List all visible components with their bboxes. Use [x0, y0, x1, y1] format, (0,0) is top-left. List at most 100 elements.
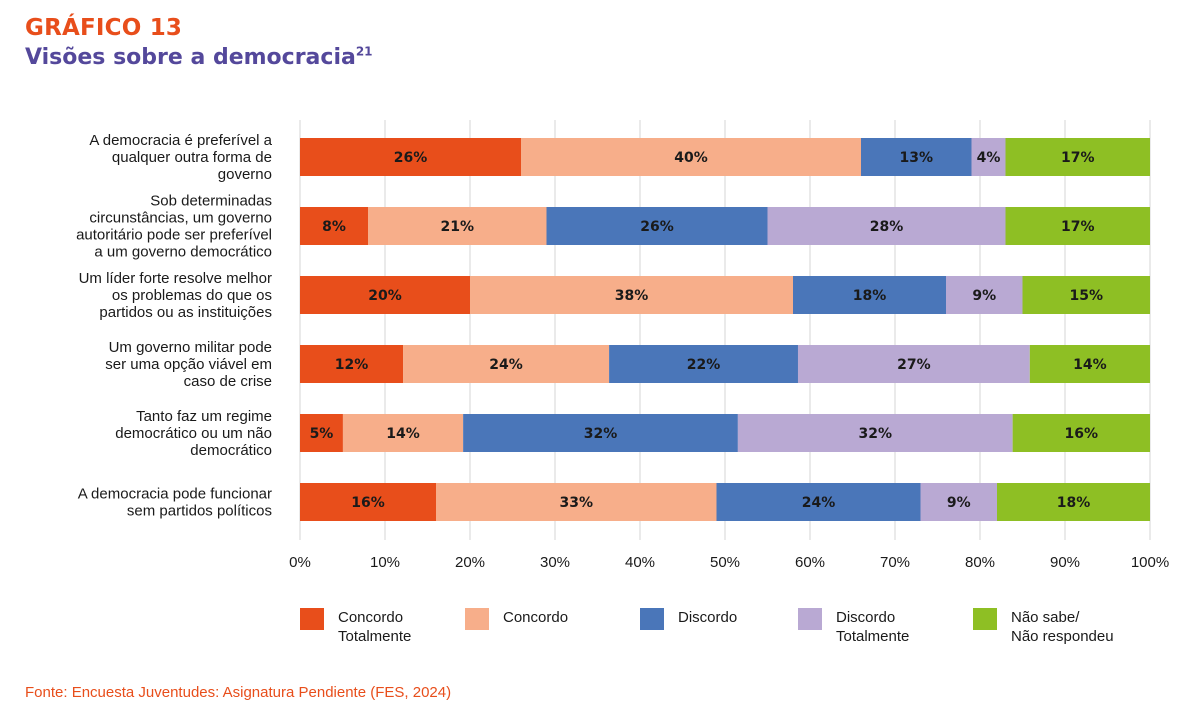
value-label: 32% — [858, 426, 892, 442]
chart-title-text: Visões sobre a democracia — [25, 45, 356, 70]
value-label: 24% — [802, 495, 836, 511]
legend-swatch — [640, 608, 664, 630]
value-label: 17% — [1061, 150, 1095, 166]
bar-row: 8% 21% 26% 28% 17% — [300, 207, 1150, 245]
x-tick-label: 50% — [710, 554, 740, 571]
category-label: A democracia pode funcionar sem partidos … — [78, 486, 272, 520]
bar-segment — [971, 138, 1006, 176]
legend-swatch — [300, 608, 324, 630]
bar-segment — [342, 414, 464, 452]
x-tick-label: 20% — [455, 554, 485, 571]
bar-segment — [920, 483, 997, 521]
category-label: Sob determinadas circunstâncias, um gover… — [76, 193, 272, 261]
bar-segment — [403, 345, 610, 383]
bar-segment — [470, 276, 793, 314]
bar-segment — [767, 207, 1006, 245]
value-label: 18% — [1057, 495, 1091, 511]
bar-row: 5% 14% 32% 32% 16% — [300, 414, 1150, 452]
value-label: 40% — [674, 150, 708, 166]
bar-segment — [861, 138, 972, 176]
chart-title: Visões sobre a democracia21 — [25, 45, 373, 70]
legend-item: Concordo Totalmente — [300, 608, 411, 646]
x-tick-label: 90% — [1050, 554, 1080, 571]
bar-segment — [546, 207, 768, 245]
x-tick-label: 60% — [795, 554, 825, 571]
bar-segment — [1005, 138, 1150, 176]
x-tick-label: 10% — [370, 554, 400, 571]
bar-segment — [463, 414, 738, 452]
value-label: 32% — [584, 426, 618, 442]
chart-kicker: GRÁFICO 13 — [25, 15, 183, 41]
bar-segment — [793, 276, 946, 314]
bar-segment — [609, 345, 798, 383]
bar-segment — [368, 207, 547, 245]
bar-segment — [436, 483, 717, 521]
value-label: 8% — [322, 219, 346, 235]
bar-segment — [300, 207, 368, 245]
legend-item: Discordo — [640, 608, 737, 630]
x-tick-label: 80% — [965, 554, 995, 571]
category-label: Um líder forte resolve melhor os problema… — [79, 270, 272, 321]
category-label: A democracia é preferível a qualquer outr… — [89, 132, 272, 183]
value-label: 12% — [335, 357, 369, 373]
value-label: 33% — [559, 495, 593, 511]
x-tick-label: 70% — [880, 554, 910, 571]
value-label: 17% — [1061, 219, 1095, 235]
stacked-bar-chart: 26% 40% 13% 4% 17%8% 21% 26% 28% 17%20% 38% 18% 9% 1… — [76, 120, 1169, 571]
legend-item: Discordo Totalmente — [798, 608, 909, 646]
legend-swatch — [465, 608, 489, 630]
value-label: 16% — [1065, 426, 1099, 442]
x-axis-ticks: 0% 10% 20% 30% 40% 50% 60% 70% 80% 90% 100% — [289, 554, 1169, 571]
bar-segment — [1012, 414, 1150, 452]
bar-row: 26% 40% 13% 4% 17% — [300, 138, 1150, 176]
value-label: 16% — [351, 495, 385, 511]
bar-row: 12% 24% 22% 27% 14% — [300, 345, 1150, 383]
value-label: 13% — [899, 150, 933, 166]
value-label: 9% — [947, 495, 971, 511]
legend-swatch — [798, 608, 822, 630]
bar-segment — [1029, 345, 1150, 383]
bar-segment — [300, 483, 436, 521]
x-tick-label: 40% — [625, 554, 655, 571]
bar-segment — [300, 414, 343, 452]
bar-segment — [300, 276, 470, 314]
value-label: 15% — [1069, 288, 1103, 304]
legend-swatch — [973, 608, 997, 630]
value-label: 20% — [368, 288, 402, 304]
value-label: 5% — [310, 426, 334, 442]
legend-label: Não sabe/ Não respondeu — [1011, 609, 1114, 645]
legend-item: Não sabe/ Não respondeu — [973, 608, 1114, 646]
value-label: 22% — [687, 357, 721, 373]
bar-segment — [1022, 276, 1150, 314]
legend-label: Concordo — [503, 609, 569, 626]
source-note: Fonte: Encuesta Juventudes: Asignatura P… — [25, 684, 452, 701]
category-label: Tanto faz um regime democrático ou um não… — [115, 408, 272, 459]
legend-label: Discordo Totalmente — [836, 609, 910, 645]
bar-segment — [300, 345, 404, 383]
footnote-ref: 21 — [355, 44, 373, 59]
category-label: Um governo militar pode ser uma opção viá… — [105, 339, 272, 390]
x-tick-label: 100% — [1131, 554, 1169, 571]
bar-row: 20% 38% 18% 9% 15% — [300, 276, 1150, 314]
legend-label: Concordo Totalmente — [338, 609, 412, 645]
value-label: 24% — [489, 357, 523, 373]
bar-segment — [997, 483, 1150, 521]
bar-segment — [1005, 207, 1150, 245]
value-label: 4% — [977, 150, 1001, 166]
value-label: 14% — [386, 426, 420, 442]
value-label: 9% — [972, 288, 996, 304]
value-label: 28% — [870, 219, 904, 235]
legend: Concordo Totalmente Concordo Discordo Disco… — [300, 608, 1180, 658]
value-label: 27% — [897, 357, 931, 373]
bars: 26% 40% 13% 4% 17%8% 21% 26% 28% 17%20% 38% 18% 9% 1… — [300, 138, 1150, 521]
bar-segment — [797, 345, 1030, 383]
legend-label: Discordo — [678, 609, 738, 626]
bar-segment — [521, 138, 861, 176]
bar-segment — [716, 483, 921, 521]
value-label: 14% — [1073, 357, 1107, 373]
bar-segment — [737, 414, 1013, 452]
value-label: 26% — [640, 219, 674, 235]
bar-row: 16% 33% 24% 9% 18% — [300, 483, 1150, 521]
value-label: 26% — [394, 150, 428, 166]
bar-segment — [946, 276, 1023, 314]
